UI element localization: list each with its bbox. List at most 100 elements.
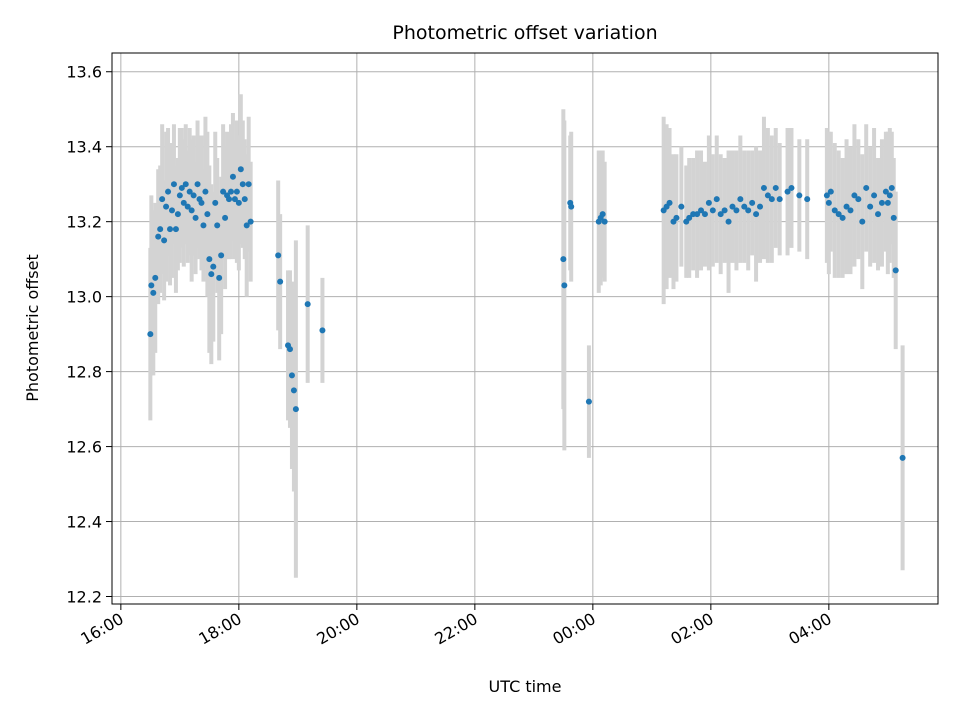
data-point bbox=[194, 181, 201, 188]
data-point bbox=[152, 274, 159, 281]
data-point bbox=[163, 203, 170, 210]
data-point bbox=[157, 226, 164, 233]
data-point bbox=[168, 207, 175, 214]
data-point bbox=[184, 203, 191, 210]
data-point bbox=[760, 184, 767, 191]
data-point bbox=[161, 237, 168, 244]
data-point bbox=[319, 327, 326, 334]
plot-frame bbox=[111, 52, 939, 605]
data-point bbox=[180, 199, 187, 206]
data-point bbox=[831, 207, 838, 214]
data-point bbox=[216, 274, 223, 281]
data-point bbox=[568, 203, 575, 210]
data-point bbox=[851, 192, 858, 199]
data-point bbox=[788, 184, 795, 191]
data-point bbox=[890, 214, 897, 221]
data-point bbox=[827, 188, 834, 195]
data-point bbox=[839, 214, 846, 221]
data-point bbox=[892, 267, 899, 274]
data-point bbox=[212, 199, 219, 206]
data-point bbox=[825, 199, 832, 206]
data-point bbox=[843, 203, 850, 210]
data-point bbox=[599, 211, 606, 218]
y-tick-label: 12.4 bbox=[66, 513, 102, 532]
data-point bbox=[698, 207, 705, 214]
data-point bbox=[227, 188, 234, 195]
chart-title: Photometric offset variation bbox=[392, 22, 657, 44]
y-tick-label: 13.6 bbox=[66, 63, 102, 82]
y-tick-label: 13.2 bbox=[66, 213, 102, 232]
data-point bbox=[150, 289, 157, 296]
data-point bbox=[237, 166, 244, 173]
data-point bbox=[210, 263, 217, 270]
data-point bbox=[764, 192, 771, 199]
data-point bbox=[245, 181, 252, 188]
data-point bbox=[172, 226, 179, 233]
y-tick-label: 13.4 bbox=[66, 138, 102, 157]
data-point bbox=[835, 211, 842, 218]
data-point bbox=[847, 207, 854, 214]
data-point bbox=[148, 282, 155, 289]
data-point bbox=[745, 207, 752, 214]
data-point bbox=[784, 188, 791, 195]
data-point bbox=[884, 199, 891, 206]
data-point bbox=[188, 207, 195, 214]
data-point bbox=[178, 184, 185, 191]
data-point bbox=[713, 196, 720, 203]
data-point bbox=[823, 192, 830, 199]
y-tick-label: 12.2 bbox=[66, 588, 102, 607]
data-point bbox=[226, 196, 233, 203]
data-point bbox=[725, 218, 732, 225]
data-point bbox=[277, 278, 284, 285]
data-point bbox=[717, 211, 724, 218]
y-axis-title: Photometric offset bbox=[23, 254, 42, 402]
data-point bbox=[292, 406, 299, 413]
data-point bbox=[560, 256, 567, 263]
data-point bbox=[888, 184, 895, 191]
y-axis-ticks: 12.2 12.4 12.6 12.8 13.0 13.2 13.4 13.6 bbox=[66, 63, 112, 607]
data-point bbox=[165, 188, 172, 195]
data-point bbox=[288, 372, 295, 379]
data-point bbox=[768, 196, 775, 203]
data-point bbox=[176, 192, 183, 199]
y-tick-label: 13.0 bbox=[66, 288, 102, 307]
data-point bbox=[733, 207, 740, 214]
data-point bbox=[222, 214, 229, 221]
data-point bbox=[863, 184, 870, 191]
data-point bbox=[241, 196, 248, 203]
data-point bbox=[304, 301, 311, 308]
data-point bbox=[229, 173, 236, 180]
data-point bbox=[147, 331, 154, 338]
data-point bbox=[286, 346, 293, 353]
data-point bbox=[871, 192, 878, 199]
data-point bbox=[174, 211, 181, 218]
data-point bbox=[561, 282, 568, 289]
data-point bbox=[875, 211, 882, 218]
data-point bbox=[882, 188, 889, 195]
data-point bbox=[198, 199, 205, 206]
data-point bbox=[878, 199, 885, 206]
x-axis-title: UTC time bbox=[489, 677, 562, 696]
data-point bbox=[585, 398, 592, 405]
data-point bbox=[200, 222, 207, 229]
data-point bbox=[855, 196, 862, 203]
data-points bbox=[147, 166, 906, 461]
data-point bbox=[772, 184, 779, 191]
data-point bbox=[867, 203, 874, 210]
data-point bbox=[741, 203, 748, 210]
data-point bbox=[214, 222, 221, 229]
data-point bbox=[804, 196, 811, 203]
data-point bbox=[239, 181, 246, 188]
data-point bbox=[694, 211, 701, 218]
data-point bbox=[737, 196, 744, 203]
data-point bbox=[233, 188, 240, 195]
data-point bbox=[666, 199, 673, 206]
data-point bbox=[206, 256, 213, 263]
data-point bbox=[231, 196, 238, 203]
data-point bbox=[190, 192, 197, 199]
data-point bbox=[701, 211, 708, 218]
data-point bbox=[729, 203, 736, 210]
data-point bbox=[290, 387, 297, 394]
